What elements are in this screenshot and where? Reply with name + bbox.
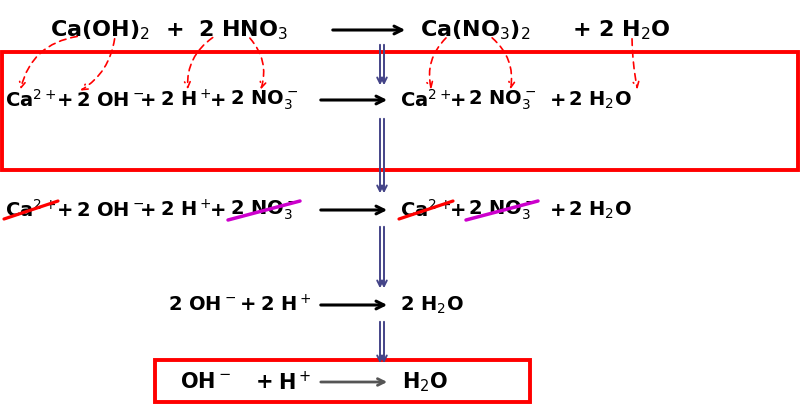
Text: 2 H$^+$: 2 H$^+$ <box>260 294 311 316</box>
Bar <box>2 52 798 170</box>
Text: 2 OH$^-$: 2 OH$^-$ <box>76 201 144 220</box>
Text: 2 NO$_3^-$: 2 NO$_3^-$ <box>230 198 298 222</box>
Text: 2 NO$_3^-$: 2 NO$_3^-$ <box>468 198 536 222</box>
Text: 2 H$_2$O: 2 H$_2$O <box>568 199 632 221</box>
Text: Ca$^{2+}$: Ca$^{2+}$ <box>5 89 56 111</box>
Text: +: + <box>210 201 226 220</box>
Text: 2 H$^+$: 2 H$^+$ <box>160 199 211 221</box>
Text: +: + <box>550 91 566 110</box>
Text: H$_2$O: H$_2$O <box>402 370 448 394</box>
Text: OH$^-$: OH$^-$ <box>180 372 231 392</box>
Text: 2 H$^+$: 2 H$^+$ <box>160 89 211 111</box>
Text: +: + <box>166 20 184 40</box>
Text: +: + <box>140 201 156 220</box>
Text: 2 OH$^-$: 2 OH$^-$ <box>168 295 236 314</box>
Text: Ca(NO$_3$)$_2$: Ca(NO$_3$)$_2$ <box>420 18 530 42</box>
Text: 2 HNO$_3$: 2 HNO$_3$ <box>198 18 288 42</box>
Text: 2 NO$_3^-$: 2 NO$_3^-$ <box>230 88 298 112</box>
Text: Ca$^{2+}$: Ca$^{2+}$ <box>400 199 451 221</box>
Text: +: + <box>57 91 74 110</box>
Text: +: + <box>140 91 156 110</box>
Text: 2 OH$^-$: 2 OH$^-$ <box>76 91 144 110</box>
Text: +: + <box>210 91 226 110</box>
Text: +: + <box>450 201 466 220</box>
Text: 2 H$_2$O: 2 H$_2$O <box>598 18 670 42</box>
Text: 2 NO$_3^-$: 2 NO$_3^-$ <box>468 88 536 112</box>
Text: +: + <box>256 372 274 392</box>
Text: 2 H$_2$O: 2 H$_2$O <box>400 294 464 316</box>
Bar <box>155 360 530 402</box>
Text: Ca$^{2+}$: Ca$^{2+}$ <box>5 199 56 221</box>
Text: +: + <box>573 20 591 40</box>
Text: 2 H$_2$O: 2 H$_2$O <box>568 89 632 111</box>
Text: +: + <box>450 91 466 110</box>
Text: +: + <box>240 295 256 314</box>
Text: Ca$^{2+}$: Ca$^{2+}$ <box>400 89 451 111</box>
Text: +: + <box>550 201 566 220</box>
Text: H$^+$: H$^+$ <box>278 370 311 393</box>
Text: Ca(OH)$_2$: Ca(OH)$_2$ <box>50 18 150 42</box>
Text: +: + <box>57 201 74 220</box>
